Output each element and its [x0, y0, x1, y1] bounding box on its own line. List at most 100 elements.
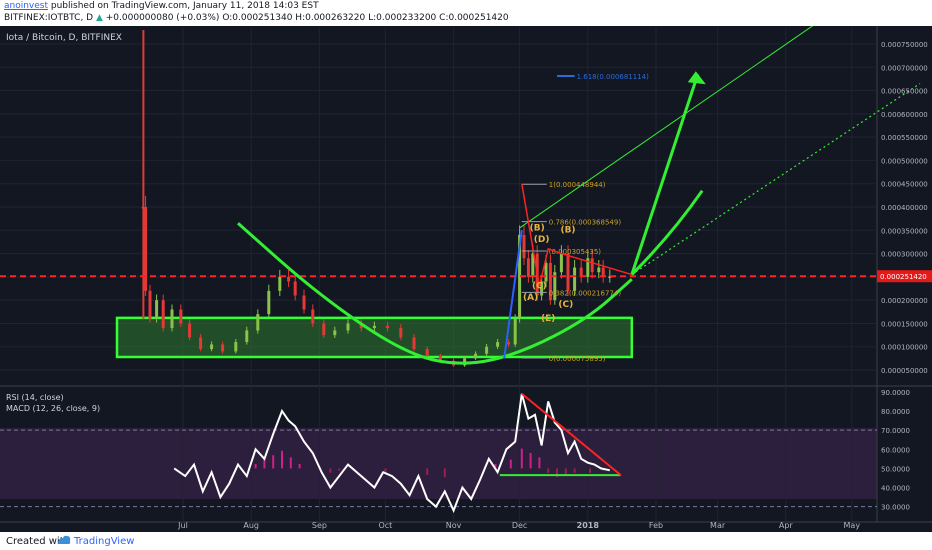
price-tick-label: 0.000550000: [881, 134, 928, 142]
candle-body: [573, 267, 577, 291]
author-link[interactable]: anoinvest: [4, 1, 49, 11]
candle-body: [179, 309, 183, 324]
candle-body: [566, 253, 570, 291]
candle-body: [311, 309, 315, 324]
candle-body: [199, 337, 203, 350]
chart-axes: Jul Aug Sep Oct Nov Dec 2018 Feb Mar Apr May 0.0007…: [177, 41, 932, 530]
main-chart-title: Iota / Bitcoin, D, BITFINEX: [6, 33, 122, 43]
projection-arrow-line: [630, 73, 700, 276]
candle-body: [256, 314, 260, 331]
candle-body: [278, 276, 282, 291]
x-tick-label: Nov: [446, 521, 462, 530]
price-tick-label: 0.000700000: [881, 64, 928, 72]
candle-body: [579, 267, 583, 277]
candle-body: [359, 323, 363, 329]
chart-overlays: 1(0.000448944) 0.786(0.000368549) (0.00030…: [0, 26, 921, 365]
candle-body: [531, 253, 535, 277]
candle-body: [513, 318, 517, 345]
candle-body: [333, 330, 337, 336]
candle-body: [399, 328, 403, 338]
publish-line: anoinvest published on TradingView.com, …: [4, 1, 319, 11]
symbol-label: BITFINEX:IOTBTC, D: [4, 13, 94, 23]
candle-body: [161, 300, 165, 329]
wave-label: (D): [534, 235, 550, 245]
candle-body: [553, 272, 557, 301]
candle-body: [287, 276, 291, 282]
candle-body: [234, 342, 238, 352]
rsi-title: RSI (14, close): [6, 393, 64, 402]
wave-label: (B): [530, 223, 545, 233]
candle-body: [526, 258, 530, 277]
change-value: +0.000000080 (+0.03%): [105, 13, 220, 23]
x-tick-label: Jul: [177, 521, 188, 530]
tradingview-link[interactable]: TradingView: [74, 536, 135, 547]
price-tick-label: 0.000750000: [881, 41, 928, 49]
tradingview-logo-icon: [56, 534, 72, 549]
rsi-band: [0, 428, 877, 499]
candle-body: [302, 295, 306, 310]
candle-body: [425, 349, 429, 357]
candle-body: [590, 258, 594, 273]
candle-body: [496, 342, 500, 347]
rsi-tick-label: 60.0000: [881, 446, 910, 454]
high-value: 0.000263220: [305, 13, 366, 23]
fib-level-label: 0.786(0.000368549): [549, 219, 622, 227]
x-tick-label: Feb: [649, 521, 663, 530]
open-value: 0.000251340: [232, 13, 293, 23]
price-tick-label: 0.000050000: [881, 367, 928, 375]
x-tick-label: Dec: [512, 521, 527, 530]
wave-label: (E): [541, 314, 555, 324]
candle-body: [148, 290, 152, 319]
projection-arc: [630, 189, 704, 276]
rsi-tick-label: 90.0000: [881, 389, 910, 397]
high-label: H:: [295, 13, 306, 23]
up-arrow-icon: ▲: [95, 13, 103, 23]
rsi-tick-label: 80.0000: [881, 408, 910, 416]
price-tick-label: 0.000450000: [881, 181, 928, 189]
rsi-pane: [0, 392, 877, 514]
candle-body: [507, 342, 511, 345]
rsi-tick-label: 50.0000: [881, 465, 910, 473]
price-tick-label: 0.000350000: [881, 227, 928, 235]
macd-title: MACD (12, 26, close, 9): [6, 404, 100, 413]
price-tick-label: 0.000400000: [881, 204, 928, 212]
candle-body: [540, 281, 544, 296]
x-tick-label: Aug: [243, 521, 259, 530]
price-tick-label: 0.000150000: [881, 320, 928, 328]
fib-level-label: 0.382(0.000216774): [549, 289, 622, 297]
fib-level-label: 1(0.000448944): [549, 181, 606, 189]
low-label: L:: [368, 13, 377, 23]
candle-body: [601, 267, 605, 277]
chart-header: anoinvest published on TradingView.com, …: [0, 0, 932, 26]
candle-body: [293, 281, 297, 296]
price-tick-label: 0.000650000: [881, 88, 928, 96]
candle-body: [221, 344, 225, 352]
candle-body: [597, 267, 601, 273]
price-tick-label: 0.000100000: [881, 344, 928, 352]
candle-body: [548, 262, 552, 301]
candle-body: [586, 258, 590, 277]
x-tick-label: 2018: [577, 521, 600, 530]
candle-body: [518, 234, 522, 319]
ohlc-line: BITFINEX:IOTBTC, D ▲ +0.000000080 (+0.03…: [4, 13, 509, 23]
candle-body: [559, 253, 563, 273]
candle-body: [522, 234, 526, 259]
price-tick-label: 0.000500000: [881, 157, 928, 165]
fib-level-label: 1.618(0.000681114): [577, 73, 650, 81]
candle-body: [544, 262, 548, 282]
candle-body: [245, 330, 249, 343]
rsi-resistance-trendline: [521, 392, 622, 476]
x-tick-label: Mar: [710, 521, 726, 530]
candle-body: [386, 325, 390, 329]
rsi-tick-label: 70.0000: [881, 427, 910, 435]
candle-body: [438, 356, 442, 361]
candle-body: [608, 276, 612, 278]
x-tick-label: Sep: [312, 521, 327, 530]
chart-canvas[interactable]: 1(0.000448944) 0.786(0.000368549) (0.00030…: [0, 26, 932, 532]
candle-body: [372, 325, 376, 329]
projection-arrowhead-icon: [687, 71, 706, 85]
open-label: O:: [222, 13, 233, 23]
price-candles: [141, 30, 612, 367]
x-tick-label: May: [844, 521, 861, 530]
wave-impulse-line: [503, 230, 523, 359]
